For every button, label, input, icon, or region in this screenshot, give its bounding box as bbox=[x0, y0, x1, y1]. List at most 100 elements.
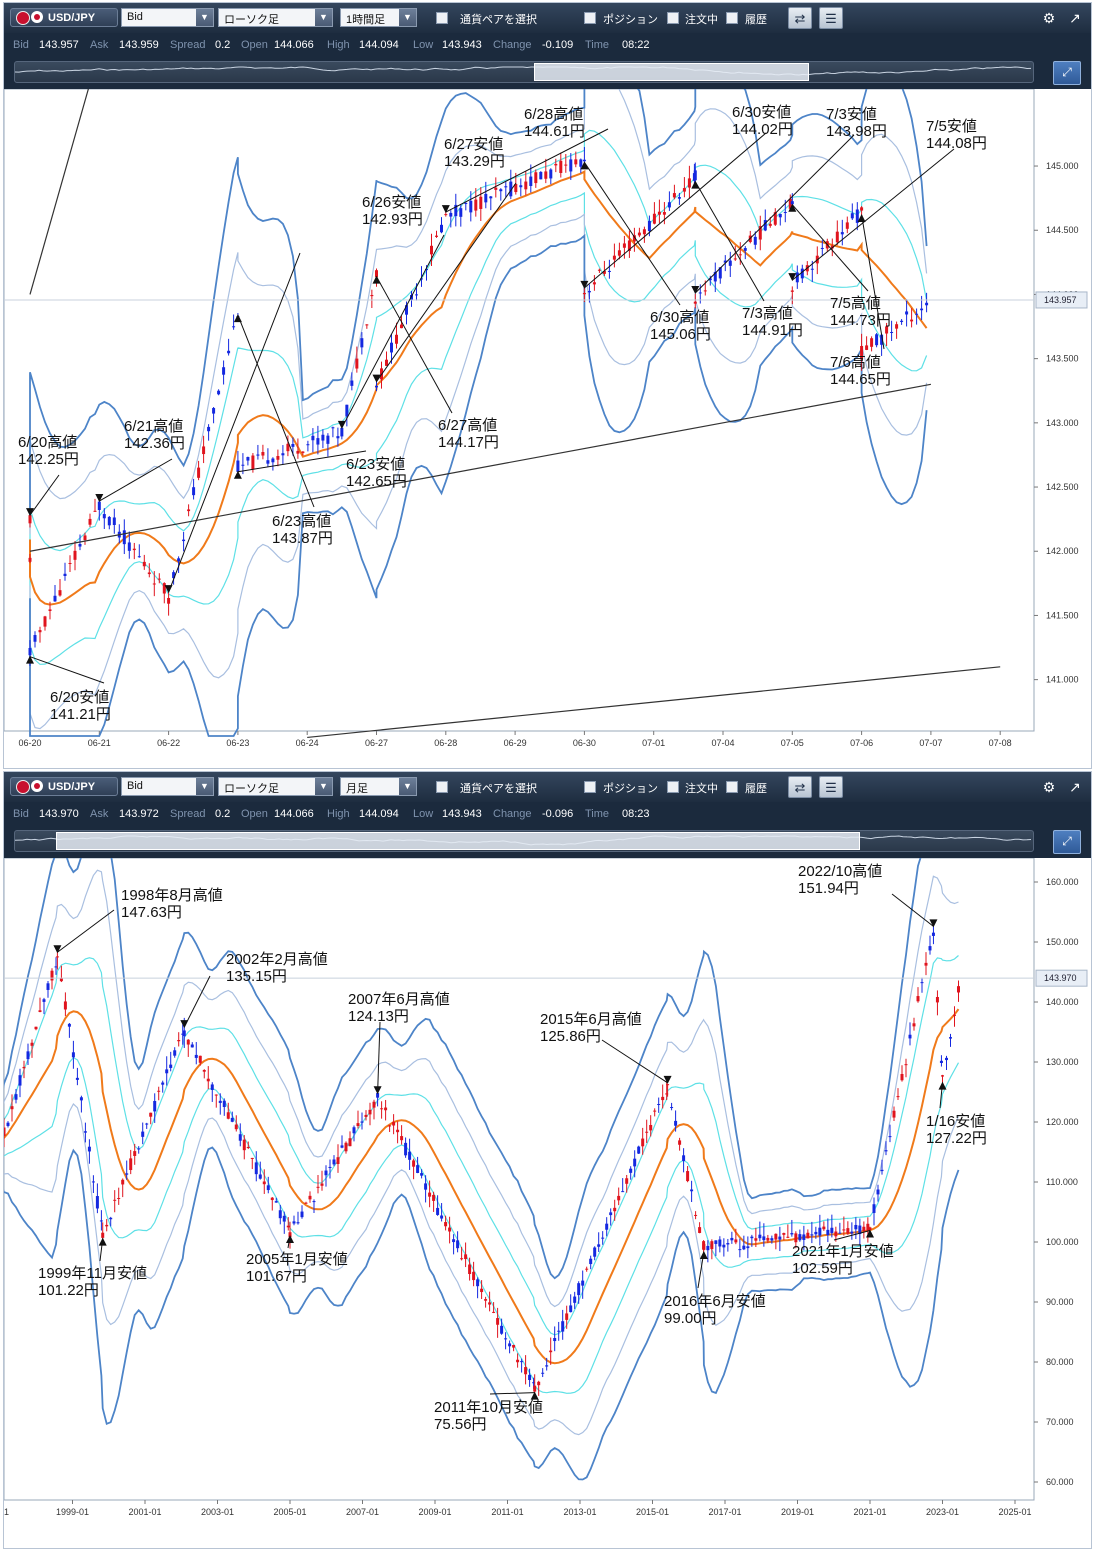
candle-body bbox=[149, 1112, 153, 1117]
period-select[interactable]: 月足 ▼ bbox=[340, 777, 417, 796]
candle-body bbox=[862, 1226, 866, 1232]
bollinger-band-3sigma-up bbox=[29, 89, 928, 522]
annotation-value: 144.91円 bbox=[742, 322, 803, 339]
time-navigator: ⤢ bbox=[4, 826, 1091, 858]
popout-icon[interactable]: ↗ bbox=[1069, 10, 1081, 26]
annotation-arrowhead bbox=[372, 275, 381, 284]
zoom-icon[interactable]: ⤢ bbox=[1053, 830, 1081, 854]
candle-body bbox=[251, 455, 255, 470]
candle-body bbox=[348, 1138, 352, 1147]
candle-body bbox=[920, 982, 924, 984]
candle-body bbox=[834, 1231, 838, 1237]
annotation-value: 144.17円 bbox=[438, 434, 499, 451]
navigator-track[interactable] bbox=[14, 61, 1034, 83]
candle-body bbox=[810, 1234, 814, 1236]
candle-body bbox=[147, 572, 151, 575]
chart-type-select[interactable]: ローソク足 ▼ bbox=[218, 777, 333, 796]
candle-body bbox=[396, 1129, 400, 1133]
chart-window-icon[interactable]: ⇄ bbox=[788, 776, 812, 798]
candle-body bbox=[908, 1034, 912, 1039]
candle-body bbox=[91, 1181, 95, 1183]
history-checkbox[interactable] bbox=[726, 12, 738, 24]
candle-body bbox=[266, 460, 270, 464]
candle-body bbox=[508, 1343, 512, 1347]
price-type-select[interactable]: Bid ▼ bbox=[121, 8, 214, 27]
candle-body bbox=[28, 557, 32, 562]
candle-body bbox=[672, 193, 676, 198]
annotation-arrowhead bbox=[929, 919, 938, 928]
candle-body bbox=[488, 1302, 492, 1305]
candle-body bbox=[316, 438, 320, 445]
navigator-window[interactable] bbox=[55, 832, 860, 850]
period-select[interactable]: 1時間足 ▼ bbox=[340, 8, 417, 27]
annotation-label: 7/6高値 bbox=[830, 354, 881, 371]
popout-icon[interactable]: ↗ bbox=[1069, 779, 1081, 795]
candle-body bbox=[271, 458, 275, 463]
bollinger-band-3sigma-up bbox=[4, 858, 922, 1280]
pair-select-checkbox[interactable] bbox=[436, 12, 448, 24]
candle-body bbox=[800, 268, 804, 279]
chart-type-select[interactable]: ローソク足 ▼ bbox=[218, 8, 333, 27]
symbol-button[interactable]: USD/JPY bbox=[10, 8, 118, 27]
time-tick-label: 06-28 bbox=[434, 738, 457, 748]
annotation-arrowhead bbox=[699, 1251, 708, 1259]
candle-body bbox=[79, 1097, 83, 1101]
candle-body bbox=[693, 301, 697, 304]
candle-body bbox=[288, 1232, 292, 1238]
candle-body bbox=[585, 1268, 589, 1270]
list-window-icon[interactable]: ☰ bbox=[819, 776, 843, 798]
gear-icon[interactable]: ⚙ bbox=[1042, 779, 1056, 795]
candle-body bbox=[935, 996, 939, 1003]
candle-body bbox=[957, 986, 960, 993]
candle-body bbox=[67, 1023, 71, 1027]
candle-body bbox=[372, 1101, 376, 1108]
history-checkbox[interactable] bbox=[726, 781, 738, 793]
candle-body bbox=[474, 199, 478, 211]
candle-body bbox=[420, 278, 423, 280]
price-tick-label: 120.000 bbox=[1046, 1117, 1079, 1127]
candle-body bbox=[59, 978, 63, 982]
candle-body bbox=[133, 1151, 137, 1156]
symbol-button[interactable]: USD/JPY bbox=[10, 777, 118, 796]
annotation-arrow bbox=[694, 181, 765, 302]
navigator-track[interactable] bbox=[14, 830, 1034, 852]
candle-body bbox=[227, 350, 231, 354]
candle-body bbox=[93, 510, 97, 512]
candle-body bbox=[534, 172, 538, 184]
gear-icon[interactable]: ⚙ bbox=[1042, 10, 1056, 26]
pair-select-checkbox[interactable] bbox=[436, 781, 448, 793]
annotation-value: 144.65円 bbox=[830, 371, 891, 388]
candle-body bbox=[682, 188, 686, 192]
chart-toolbar: USD/JPY Bid ▼ ローソク足 ▼ 1時間足 ▼ 通貨ペアを選択 ポジション … bbox=[4, 3, 1091, 33]
candle-body bbox=[652, 213, 656, 224]
navigator-window[interactable] bbox=[534, 63, 810, 81]
price-type-select[interactable]: Bid ▼ bbox=[121, 777, 214, 796]
time-tick-label: 1999-01 bbox=[56, 1507, 89, 1517]
position-checkbox[interactable] bbox=[584, 781, 596, 793]
zoom-icon[interactable]: ⤢ bbox=[1053, 61, 1081, 85]
list-window-icon[interactable]: ☰ bbox=[819, 7, 843, 29]
annotation-value: 143.87円 bbox=[272, 530, 333, 547]
candle-body bbox=[858, 1225, 862, 1235]
time-tick-label: 2013-01 bbox=[563, 1507, 596, 1517]
candle-body bbox=[810, 268, 814, 270]
candle-body bbox=[296, 450, 300, 454]
order-checkbox[interactable] bbox=[667, 781, 679, 793]
candle-body bbox=[597, 269, 601, 271]
candle-body bbox=[890, 331, 894, 333]
candle-body bbox=[172, 572, 176, 579]
order-checkbox[interactable] bbox=[667, 12, 679, 24]
candle-body bbox=[524, 1367, 528, 1375]
candle-body bbox=[58, 590, 62, 596]
candle-body bbox=[408, 1151, 412, 1160]
candle-body bbox=[790, 290, 794, 292]
candle-body bbox=[365, 324, 369, 326]
candle-body bbox=[602, 271, 606, 274]
candle-body bbox=[778, 1236, 782, 1240]
annotation-value: 99.00円 bbox=[664, 1310, 717, 1327]
candle-body bbox=[617, 1195, 621, 1201]
chart-window-icon[interactable]: ⇄ bbox=[788, 7, 812, 29]
candle-body bbox=[165, 1069, 169, 1074]
candle-body bbox=[830, 1227, 834, 1233]
position-checkbox[interactable] bbox=[584, 12, 596, 24]
